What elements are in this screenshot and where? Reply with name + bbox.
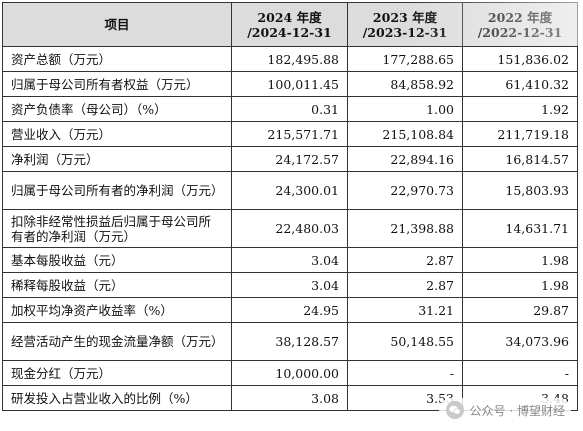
value-2024: 3.04 <box>231 247 348 273</box>
row-label: 稀释每股收益（元） <box>2 272 232 298</box>
value-2023: 215,108.84 <box>347 121 463 147</box>
table-row: 基本每股收益（元） 3.04 2.87 1.98 <box>2 247 578 273</box>
value-2023: 1.00 <box>347 96 463 122</box>
table-row: 归属于母公司所有者权益（万元） 100,011.45 84,858.92 61,410… <box>2 71 578 97</box>
value-2023: 2.87 <box>347 247 463 273</box>
value-2023: 21,398.88 <box>347 209 463 248</box>
row-label: 扣除非经常性损益后归属于母公司所有者的净利润（万元） <box>2 209 232 248</box>
header-year-2024: 2024 年度 /2024-12-31 <box>231 2 348 47</box>
header-year-label: 2023 年度 <box>372 9 438 25</box>
value-2024: 24,300.01 <box>231 171 348 210</box>
value-2023: 22,894.16 <box>347 146 463 172</box>
table-row: 经营活动产生的现金流量净额（万元） 38,128.57 50,148.55 34,07… <box>2 322 578 361</box>
value-2024: 182,495.88 <box>231 46 348 72</box>
table-row: 扣除非经常性损益后归属于母公司所有者的净利润（万元） 22,480.03 21,39… <box>2 209 578 248</box>
table-row: 加权平均净资产收益率（%） 24.95 31.21 29.87 <box>2 297 578 323</box>
header-date-label: /2022-12-31 <box>477 24 563 40</box>
row-label: 加权平均净资产收益率（%） <box>2 297 232 323</box>
value-2022: 1.92 <box>462 96 578 122</box>
value-2022: - <box>462 360 578 386</box>
value-2022: 34,073.96 <box>462 322 578 361</box>
header-date-label: /2024-12-31 <box>247 24 332 40</box>
table-row: 资产总额（万元） 182,495.88 177,288.65 151,836.02 <box>2 46 578 72</box>
watermark-text: 公众号 · 博望财经 <box>469 403 565 418</box>
row-label: 资产总额（万元） <box>2 46 232 72</box>
value-2022: 151,836.02 <box>462 46 578 72</box>
value-2024: 0.31 <box>231 96 348 122</box>
table-row: 资产负债率（母公司）（%） 0.31 1.00 1.92 <box>2 96 578 122</box>
value-2024: 38,128.57 <box>231 322 348 361</box>
value-2022: 15,803.93 <box>462 171 578 210</box>
value-2023: 50,148.55 <box>347 322 463 361</box>
row-label: 归属于母公司所有者的净利润（万元） <box>2 171 232 210</box>
value-2023: 177,288.65 <box>347 46 463 72</box>
value-2022: 14,631.71 <box>462 209 578 248</box>
row-label: 现金分红（万元） <box>2 360 232 386</box>
row-label: 归属于母公司所有者权益（万元） <box>2 71 232 97</box>
value-2022: 1.98 <box>462 247 578 273</box>
header-date-label: /2023-12-31 <box>362 24 448 40</box>
value-2024: 10,000.00 <box>231 360 348 386</box>
wechat-icon <box>445 401 464 419</box>
row-label: 净利润（万元） <box>2 146 232 172</box>
value-2024: 24,172.57 <box>231 146 348 172</box>
header-year-2022: 2022 年度 /2022-12-31 <box>462 2 578 47</box>
value-2024: 3.08 <box>231 385 348 411</box>
financial-summary-table: 项目 2024 年度 /2024-12-31 2023 年度 /2023-12-… <box>2 2 578 411</box>
header-year-2023: 2023 年度 /2023-12-31 <box>347 2 463 47</box>
header-year-label: 2022 年度 <box>487 9 553 25</box>
table-row: 营业收入（万元） 215,571.71 215,108.84 211,719.18 <box>2 121 578 147</box>
row-label: 基本每股收益（元） <box>2 247 232 273</box>
value-2022: 211,719.18 <box>462 121 578 147</box>
value-2023: - <box>347 360 463 386</box>
value-2022: 61,410.32 <box>462 71 578 97</box>
value-2024: 100,011.45 <box>231 71 348 97</box>
row-label: 资产负债率（母公司）（%） <box>2 96 232 122</box>
value-2024: 24.95 <box>231 297 348 323</box>
value-2022: 16,814.57 <box>462 146 578 172</box>
value-2024: 3.04 <box>231 272 348 298</box>
table-row: 净利润（万元） 24,172.57 22,894.16 16,814.57 <box>2 146 578 172</box>
table-row: 稀释每股收益（元） 3.04 2.87 1.98 <box>2 272 578 298</box>
table-row: 现金分红（万元） 10,000.00- - <box>2 360 578 386</box>
value-2023: 31.21 <box>347 297 463 323</box>
value-2023: 84,858.92 <box>347 71 463 97</box>
value-2024: 22,480.03 <box>231 209 348 248</box>
row-label: 经营活动产生的现金流量净额（万元） <box>2 322 232 361</box>
table-row: 归属于母公司所有者的净利润（万元） 24,300.01 22,970.73 15,80… <box>2 171 578 210</box>
row-label: 研发投入占营业收入的比例（%） <box>2 385 232 411</box>
value-2023: 22,970.73 <box>347 171 463 210</box>
watermark: 公众号 · 博望财经 <box>438 398 571 422</box>
value-2022: 1.98 <box>462 272 578 298</box>
table-body: 资产总额（万元） 182,495.88 177,288.65 151,836.02 归属… <box>2 46 578 411</box>
value-2022: 29.87 <box>462 297 578 323</box>
row-label: 营业收入（万元） <box>2 121 232 147</box>
header-row: 项目 2024 年度 /2024-12-31 2023 年度 /2023-12-… <box>2 2 578 47</box>
header-item: 项目 <box>2 2 232 47</box>
value-2024: 215,571.71 <box>231 121 348 147</box>
value-2023: 2.87 <box>347 272 463 298</box>
header-year-label: 2024 年度 <box>257 9 322 25</box>
